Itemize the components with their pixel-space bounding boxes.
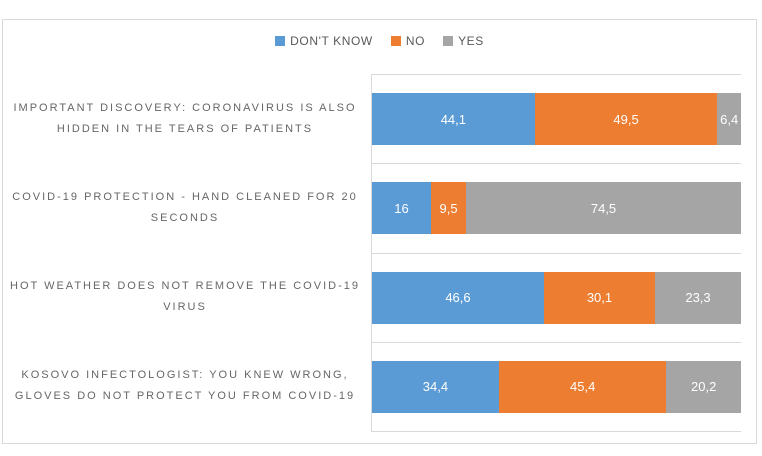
bar-segment-don-t-know: 16 [372, 182, 432, 235]
legend-swatch-icon [443, 36, 454, 46]
data-label: 23,3 [685, 290, 711, 306]
category-label: IMPORTANT DISCOVERY: CORONAVIRUS IS ALSO… [13, 101, 357, 135]
bar-segment-yes: 6,4 [717, 93, 741, 146]
data-label: 44,1 [440, 111, 467, 127]
legend-item-don-t-know: DON'T KNOW [275, 34, 373, 48]
data-label: 16 [394, 200, 409, 216]
stacked-bar: 16 9,5 74,5 [372, 182, 741, 235]
bar-segment-no: 49,5 [534, 93, 718, 146]
bar-segment-yes: 20,2 [666, 360, 741, 413]
data-label: 20,2 [691, 379, 717, 395]
plot-band: 16 9,5 74,5 [372, 164, 741, 254]
data-label: 9,5 [439, 200, 458, 216]
plot-area: 44,1 49,5 6,4 16 9,5 74,5 46,6 30,1 23,3 34,4 45,4… [371, 74, 741, 432]
bar-segment-yes: 74,5 [466, 182, 741, 235]
bar-segment-no: 45,4 [498, 360, 667, 413]
data-label: 45,4 [570, 379, 596, 395]
category-axis-labels: IMPORTANT DISCOVERY: CORONAVIRUS IS ALSO… [9, 74, 361, 431]
plot-band: 34,4 45,4 20,2 [372, 343, 741, 432]
data-label: 46,6 [445, 290, 471, 306]
category-label: KOSOVO INFECTOLOGIST: YOU KNEW WRONG, GL… [14, 369, 356, 403]
legend-swatch-icon [275, 36, 286, 46]
data-label: 34,4 [422, 379, 449, 395]
bar-segment-don-t-know: 46,6 [372, 271, 544, 324]
data-label: 6,4 [720, 111, 739, 127]
plot-band: 44,1 49,5 6,4 [372, 75, 741, 165]
bar-segment-don-t-know: 44,1 [372, 93, 535, 146]
plot-band: 46,6 30,1 23,3 [372, 254, 741, 343]
category-label: COVID-19 PROTECTION - HAND CLEANED FOR 2… [12, 190, 358, 224]
legend-item-no: NO [390, 34, 426, 48]
data-label: 49,5 [613, 111, 639, 127]
legend-item-yes: YES [443, 34, 484, 48]
legend-label: NO [405, 34, 426, 48]
chart-frame: DON'T KNOW NO YES IMPORTANT DISCOVERY: COR… [2, 19, 757, 444]
stacked-bar: 34,4 45,4 20,2 [372, 360, 741, 413]
stacked-bar: 46,6 30,1 23,3 [372, 271, 741, 324]
bar-segment-no: 30,1 [543, 271, 656, 324]
bar-segment-don-t-know: 34,4 [372, 360, 499, 413]
bar-segment-no: 9,5 [431, 182, 467, 235]
legend-swatch-icon [390, 36, 401, 46]
category-label: HOT WEATHER DOES NOT REMOVE THE COVID-19… [10, 280, 360, 314]
legend-label: DON'T KNOW [290, 34, 373, 48]
stacked-bar: 44,1 49,5 6,4 [372, 93, 741, 146]
chart-legend: DON'T KNOW NO YES [3, 34, 756, 48]
data-label: 74,5 [590, 200, 617, 216]
bar-segment-yes: 23,3 [655, 271, 741, 324]
legend-label: YES [458, 34, 484, 48]
data-label: 30,1 [586, 290, 613, 306]
